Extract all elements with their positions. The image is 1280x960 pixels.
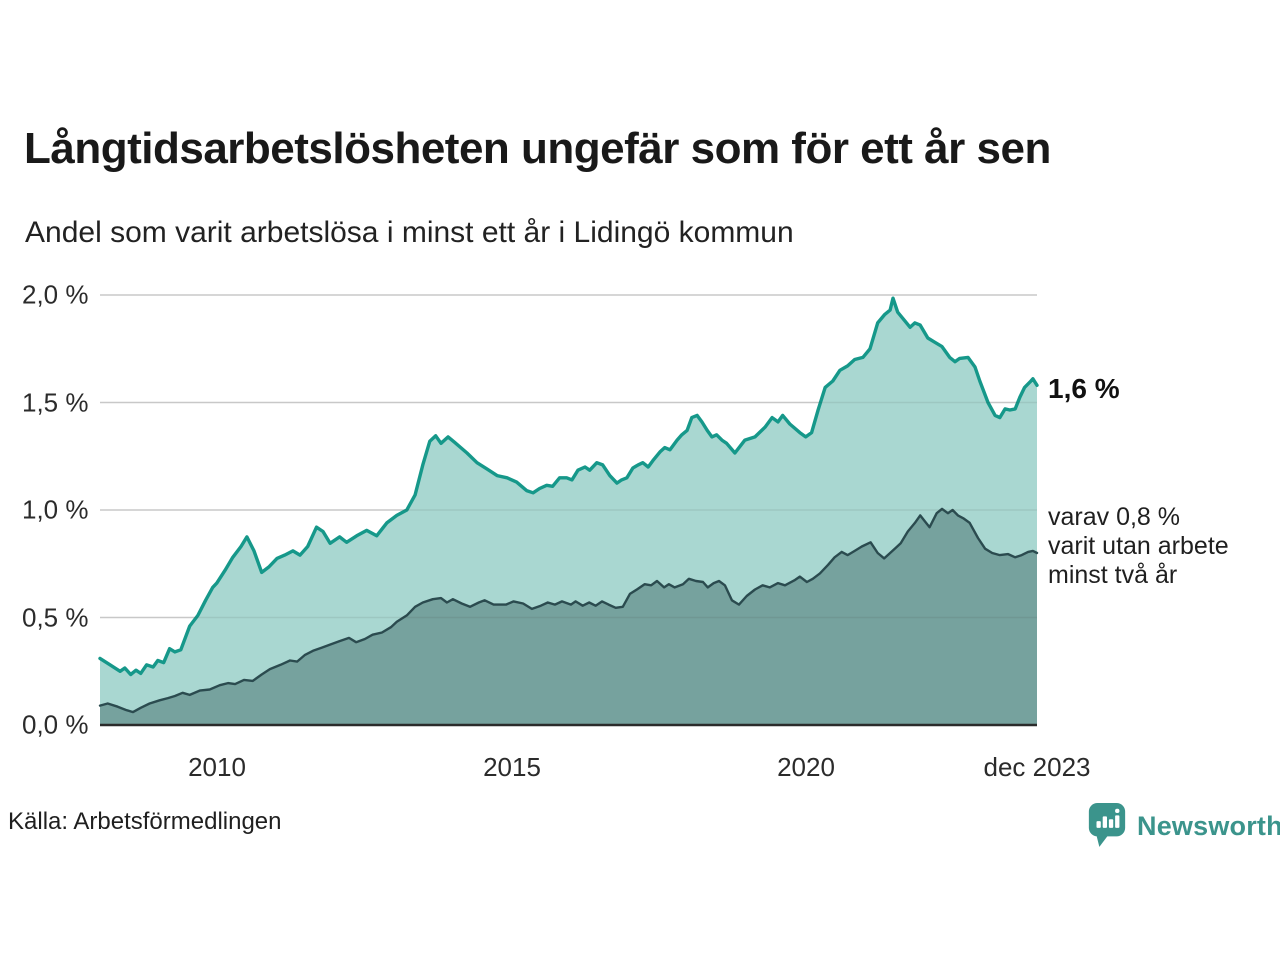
newsworthy-wordmark: Newsworthy [1137, 811, 1280, 841]
x-tick-2010: 2010 [188, 752, 246, 782]
secondary-series-label-line-1: varav 0,8 % [1048, 503, 1181, 531]
series-end-value-label: 1,6 % [1048, 373, 1120, 404]
x-tick-2020: 2020 [777, 752, 835, 782]
newsworthy-logo: Newsworthy [1086, 800, 1280, 853]
secondary-series-label-line-3: minst två år [1048, 561, 1178, 589]
y-tick-10: 1,0 % [22, 494, 89, 525]
source-note: Källa: Arbetsförmedlingen [8, 808, 282, 835]
y-tick-15: 1,5 % [22, 387, 89, 417]
newsworthy-bubble-chart-icon [1086, 800, 1128, 853]
y-tick-05: 0,5 % [22, 602, 89, 632]
secondary-series-label-line-2: varit utan arbete [1048, 532, 1229, 560]
page-title: Långtidsarbetslösheten ungefär som för e… [24, 124, 1051, 173]
x-tick-dec-2023: dec 2023 [983, 752, 1091, 782]
x-tick-2015: 2015 [483, 752, 541, 782]
page-subtitle: Andel som varit arbetslösa i minst ett å… [25, 216, 794, 249]
secondary-series-label: varav 0,8 % varit utan arbete minst två … [1048, 503, 1229, 590]
y-tick-20: 2,0 % [22, 279, 89, 310]
y-tick-0: 0,0 % [22, 709, 89, 740]
